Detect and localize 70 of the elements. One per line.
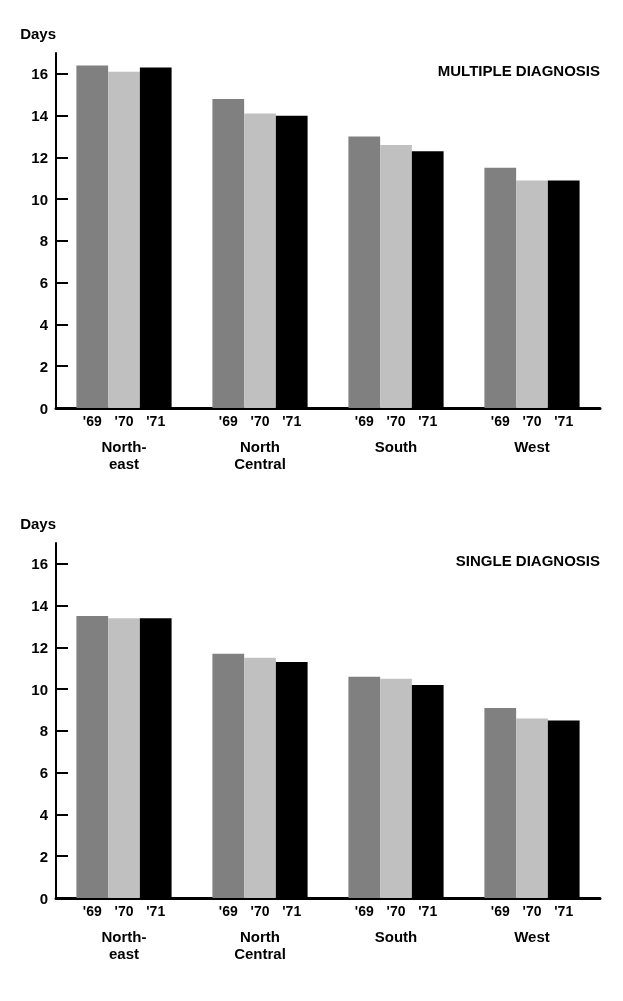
- y-tick-label: 6: [39, 764, 48, 782]
- text: '69: [490, 413, 510, 429]
- y-tick-label: 16: [31, 555, 48, 573]
- y-tick-label: 6: [39, 274, 48, 292]
- bar: [212, 653, 245, 898]
- y-tick-label: 14: [31, 107, 49, 125]
- x-tick-label: South: [374, 438, 418, 455]
- x-tick-label: North Central: [234, 438, 286, 472]
- x-tick-label: North Central: [234, 928, 286, 962]
- bar: [212, 98, 245, 408]
- bar: [76, 616, 109, 898]
- y-tick-label: 12: [31, 638, 48, 656]
- y-tick-label: 0: [39, 399, 48, 417]
- text: '69: [354, 413, 374, 429]
- text: '69: [218, 903, 238, 919]
- x-tick-label: North- east: [101, 438, 147, 472]
- x-tick-label: West: [514, 438, 550, 455]
- y-tick-label: 0: [39, 889, 48, 907]
- y-tick-label: 10: [31, 680, 48, 698]
- bar: [516, 180, 548, 408]
- bar: [108, 71, 140, 408]
- y-tick-label: 8: [39, 232, 48, 250]
- x-tick-label: North- east: [101, 928, 147, 962]
- text: '70: [522, 413, 542, 429]
- series-label: '69: [82, 413, 102, 429]
- text: '70: [250, 413, 270, 429]
- y-axis-title: Days: [20, 25, 56, 42]
- text: '70: [386, 413, 406, 429]
- text: MULTIPLE DIAGNOSIS: [437, 62, 601, 79]
- series-label: '69: [82, 903, 102, 919]
- text: '69: [218, 413, 238, 429]
- bar: [244, 657, 276, 898]
- bar: [76, 65, 109, 408]
- text: SINGLE DIAGNOSIS: [455, 552, 600, 569]
- y-tick-label: 16: [31, 65, 48, 83]
- text: '71: [282, 903, 302, 919]
- text: '71: [418, 903, 438, 919]
- y-tick-label: 2: [39, 357, 48, 375]
- series-label: '70: [114, 413, 134, 429]
- bar: [380, 144, 412, 408]
- y-axis-title: Days: [20, 515, 56, 532]
- text: '69: [490, 903, 510, 919]
- y-tick-label: 8: [39, 722, 48, 740]
- text: '69: [354, 903, 374, 919]
- series-label: '70: [114, 903, 134, 919]
- x-tick-label: West: [514, 928, 550, 945]
- x-tick-label: South: [374, 928, 418, 945]
- bar: [348, 676, 381, 898]
- text: '70: [386, 903, 406, 919]
- bar: [380, 678, 412, 898]
- y-tick-label: 4: [39, 315, 49, 333]
- text: '70: [522, 903, 542, 919]
- y-tick-label: 12: [31, 148, 48, 166]
- text: '71: [554, 413, 574, 429]
- y-tick-label: 4: [39, 805, 49, 823]
- text: '71: [554, 903, 574, 919]
- series-label: '71: [146, 413, 166, 429]
- y-tick-label: 14: [31, 597, 49, 615]
- bar: [348, 136, 381, 408]
- bar: [516, 718, 548, 898]
- bar: [108, 618, 140, 898]
- text: '71: [282, 413, 302, 429]
- y-tick-label: 2: [39, 847, 48, 865]
- text: '70: [250, 903, 270, 919]
- bar: [244, 113, 276, 408]
- bar: [484, 707, 517, 898]
- series-label: '71: [146, 903, 166, 919]
- y-tick-label: 10: [31, 190, 48, 208]
- bar: [484, 167, 517, 408]
- text: '71: [418, 413, 438, 429]
